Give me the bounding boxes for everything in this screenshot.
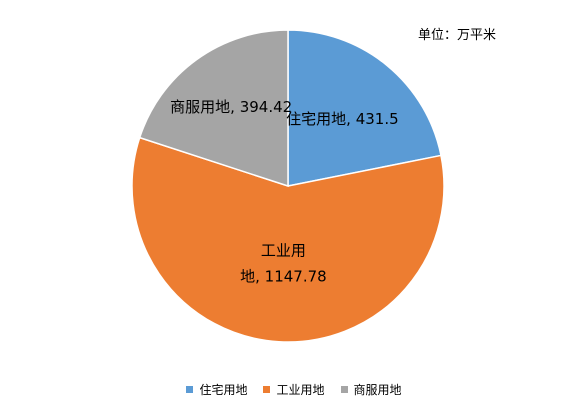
- pie-data-label-2-line-1: 工业用: [261, 241, 306, 259]
- legend-label-3: 商服用地: [353, 383, 402, 397]
- legend-label-1: 住宅用地: [199, 383, 248, 397]
- legend-swatch-3: [340, 386, 348, 393]
- chart-legend: 住宅用地 工业用地 商服用地: [0, 381, 588, 398]
- pie-labels: 住宅用地, 431.5 工业用地, 1147.78 商服用地, 394.42: [170, 98, 398, 285]
- pie-slice-1: [287, 29, 442, 187]
- legend-swatch-2: [263, 386, 271, 393]
- pie-slice-3: [138, 29, 289, 188]
- legend-item-2: 工业用地: [263, 381, 325, 398]
- unit-label: 单位：万平米: [418, 28, 497, 43]
- pie-slice-2: [131, 136, 445, 343]
- legend-item-3: 商服用地: [340, 381, 402, 398]
- legend-item-1: 住宅用地: [186, 381, 247, 398]
- legend-label-2: 工业用地: [276, 383, 325, 397]
- legend-swatch-1: [186, 386, 194, 393]
- pie-slices: [131, 29, 445, 343]
- pie-data-label-3: 商服用地, 394.42: [170, 98, 292, 116]
- pie-data-label-1: 住宅用地, 431.5: [286, 110, 398, 128]
- pie-data-label-2-line-2: 地, 1147.78: [240, 267, 327, 285]
